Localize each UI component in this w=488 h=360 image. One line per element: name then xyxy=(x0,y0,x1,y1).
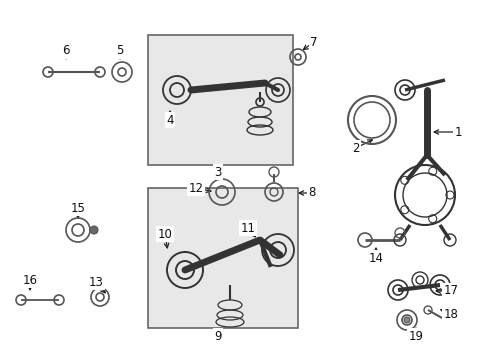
Text: 19: 19 xyxy=(407,329,423,342)
Text: 16: 16 xyxy=(22,274,38,287)
Text: 14: 14 xyxy=(368,252,383,265)
Text: 11: 11 xyxy=(240,221,255,234)
Text: 10: 10 xyxy=(157,228,172,240)
Circle shape xyxy=(90,226,98,234)
Bar xyxy=(148,188,297,328)
Text: 18: 18 xyxy=(443,307,458,320)
Text: 4: 4 xyxy=(166,113,173,126)
Text: 7: 7 xyxy=(309,36,317,49)
Circle shape xyxy=(403,317,409,323)
Text: 13: 13 xyxy=(88,275,103,288)
Text: 1: 1 xyxy=(453,126,461,139)
Text: 5: 5 xyxy=(116,45,123,58)
Text: 9: 9 xyxy=(214,329,221,342)
Text: 2: 2 xyxy=(351,141,359,154)
Text: 3: 3 xyxy=(214,166,221,179)
Bar xyxy=(148,35,292,165)
Text: 8: 8 xyxy=(307,186,315,199)
Text: 17: 17 xyxy=(443,284,458,297)
Text: 15: 15 xyxy=(70,202,85,215)
Text: 6: 6 xyxy=(62,45,70,58)
Text: 12: 12 xyxy=(188,181,203,194)
